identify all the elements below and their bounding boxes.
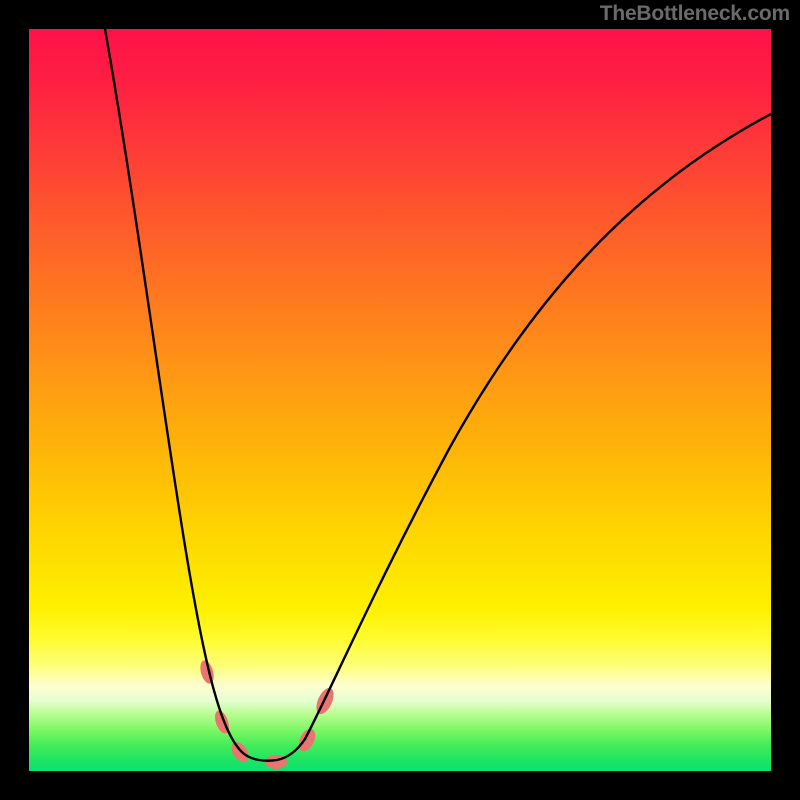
curve-left-branch <box>105 29 243 753</box>
curve-right-branch <box>305 114 771 739</box>
curve-layer <box>29 29 771 771</box>
curve-markers <box>198 659 337 769</box>
curve-marker <box>295 726 318 754</box>
curve-marker <box>228 739 252 765</box>
plot-area <box>29 29 771 771</box>
watermark-text: TheBottleneck.com <box>600 2 790 26</box>
